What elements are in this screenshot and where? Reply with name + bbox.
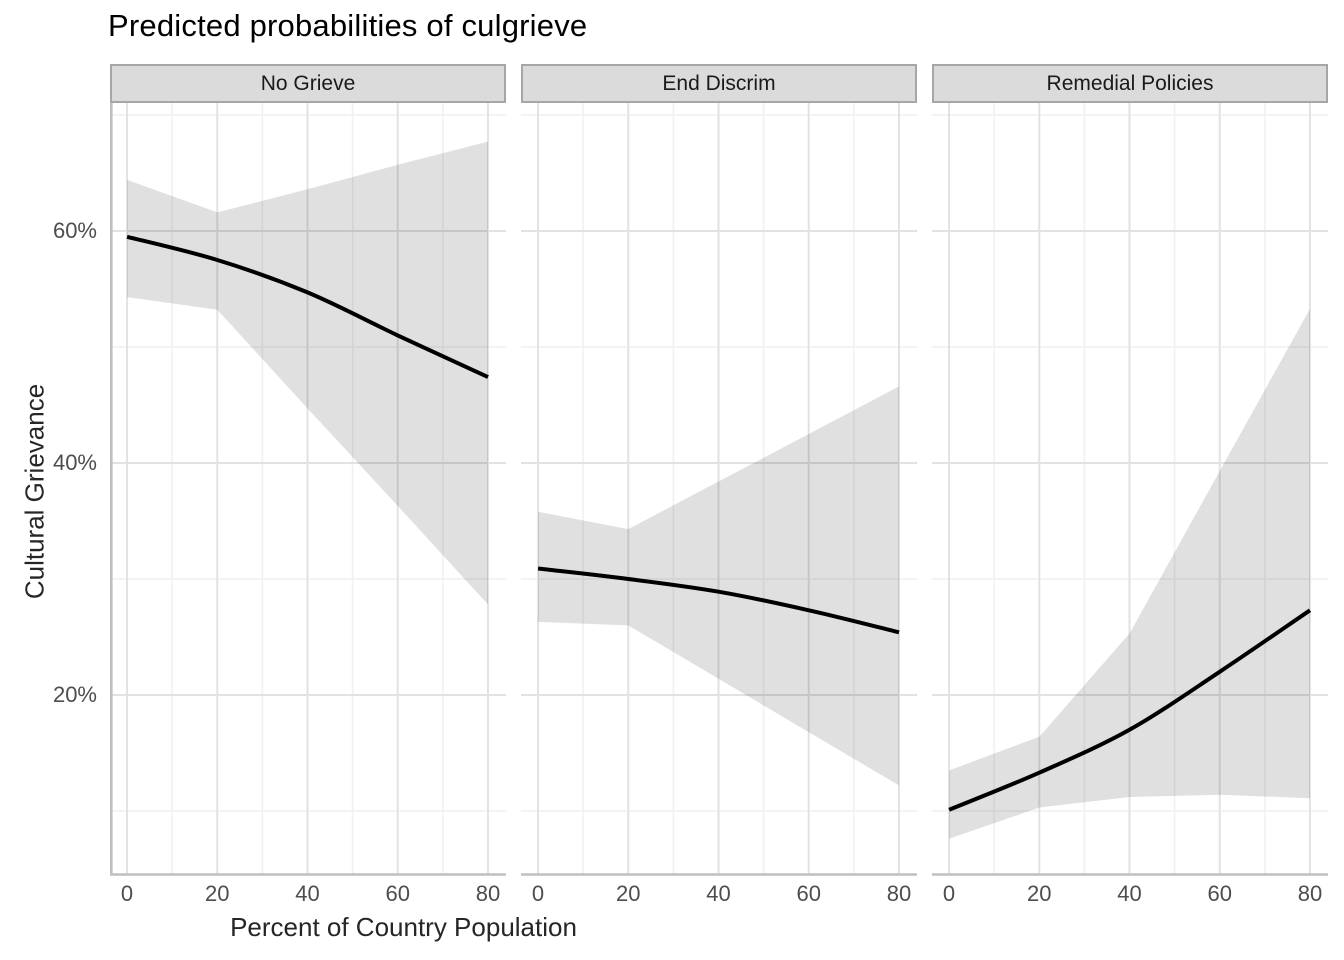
chart-title: Predicted probabilities of culgrieve [108, 8, 588, 43]
y-tick-label: 60% [52, 217, 97, 243]
x-tick-label: 60 [1207, 881, 1232, 906]
x-tick-label: 40 [295, 881, 320, 906]
fit-line [537, 566, 900, 635]
x-tick-label: 80 [1297, 881, 1323, 906]
x-tick-label: 60 [796, 881, 821, 906]
y-tick-label: 40% [52, 449, 97, 475]
y-tick-label: 20% [52, 681, 97, 707]
x-tick-label: 0 [120, 881, 134, 906]
x-tick-label: 0 [942, 881, 956, 906]
facet-strip-label: End Discrim [662, 71, 776, 95]
x-tick-label: 20 [1027, 881, 1052, 906]
facet-panel-end-discrim [521, 103, 917, 879]
x-tick-label: 40 [1117, 881, 1142, 906]
facet-strip-no-grieve: No Grieve [110, 64, 506, 103]
panel-canvas [521, 103, 917, 876]
facet-strip-end-discrim: End Discrim [521, 64, 917, 103]
x-tick-label: 20 [616, 881, 641, 906]
confidence-ribbon [949, 308, 1310, 839]
x-tick-label: 60 [385, 881, 410, 906]
x-tick-label: 0 [531, 881, 545, 906]
fit-line [948, 608, 1312, 812]
panel-canvas [932, 103, 1328, 876]
x-axis-title: Percent of Country Population [230, 912, 577, 942]
x-tick-label: 40 [706, 881, 731, 906]
facet-strip-remedial-policies: Remedial Policies [932, 64, 1328, 103]
panel-canvas [110, 103, 506, 876]
fit-line [126, 234, 489, 379]
facet-panel-no-grieve [110, 103, 506, 879]
facet-strip-label: Remedial Policies [1046, 71, 1214, 95]
y-axis-title: Cultural Grievance [19, 383, 50, 600]
confidence-ribbon [127, 141, 488, 605]
facet-strip-label: No Grieve [260, 71, 356, 95]
x-tick-label: 20 [205, 881, 230, 906]
confidence-ribbon [538, 386, 899, 786]
x-tick-label: 80 [475, 881, 501, 906]
x-tick-label: 80 [886, 881, 912, 906]
facet-panel-remedial-policies [932, 103, 1328, 879]
